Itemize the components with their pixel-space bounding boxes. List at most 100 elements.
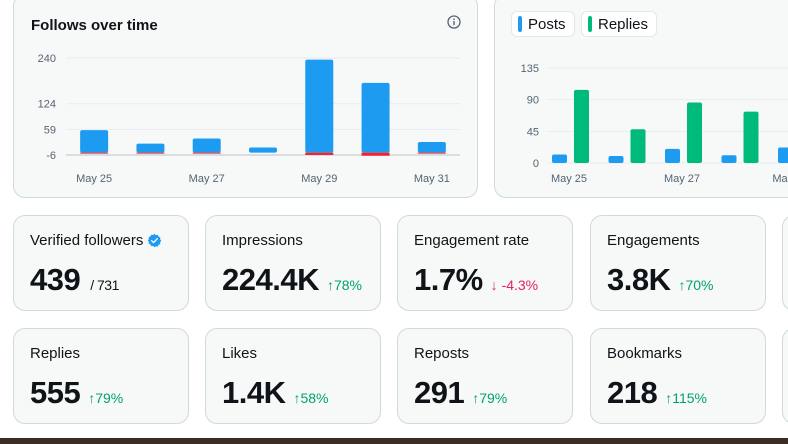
- engagement-rate-label: Engagement rate: [414, 232, 530, 249]
- replies-bar[interactable]: [743, 111, 759, 163]
- posts-x-tick: May 25: [551, 173, 587, 185]
- reposts-change: ↑79%: [472, 390, 507, 406]
- impressions-change: ↑78%: [327, 277, 362, 293]
- metric-value: 3.8K ↑70%: [607, 262, 714, 298]
- follows-bar[interactable]: [361, 82, 390, 153]
- metric-value: 439 / 731: [30, 262, 119, 298]
- impressions-label: Impressions: [222, 232, 303, 249]
- metric-card-partial[interactable]: [782, 328, 788, 424]
- engagements-value: 3.8K: [607, 262, 671, 297]
- follows-unfollow-bar[interactable]: [80, 152, 109, 154]
- verified-followers-total: / 731: [90, 277, 119, 293]
- posts-x-tick: Ma: [772, 173, 788, 185]
- follows-unfollow-bar[interactable]: [136, 152, 165, 154]
- follows-x-tick: May 25: [76, 173, 112, 185]
- follows-bar[interactable]: [192, 138, 221, 153]
- posts-bar[interactable]: [552, 154, 567, 163]
- replies-change-value: 79%: [95, 390, 124, 406]
- likes-change: ↑58%: [293, 390, 328, 406]
- verified-followers-label: Verified followers: [30, 232, 144, 249]
- reposts-value: 291: [414, 375, 465, 410]
- impressions-change-value: 78%: [333, 277, 362, 293]
- posts-y-tick: 0: [533, 158, 539, 170]
- posts-y-tick: 135: [521, 63, 539, 75]
- posts-y-tick: 45: [527, 126, 539, 138]
- follows-over-time-card: Follows over time 240 124 59 -6 May 25 May 27…: [13, 0, 478, 198]
- metric-value: 224.4K ↑78%: [222, 262, 362, 298]
- replies-bar[interactable]: [630, 129, 646, 163]
- reposts-change-value: 79%: [479, 390, 508, 406]
- replies-bar[interactable]: [574, 89, 589, 163]
- bookmarks-label: Bookmarks: [607, 345, 683, 362]
- likes-value: 1.4K: [222, 375, 286, 410]
- metric-card-reposts[interactable]: Reposts 291 ↑79%: [397, 328, 573, 424]
- follows-y-tick: -6: [46, 150, 56, 162]
- legend-replies-swatch: [588, 16, 592, 32]
- follows-bar[interactable]: [80, 130, 109, 153]
- verified-badge-icon: [148, 233, 162, 248]
- follows-bar-chart: 240 124 59 -6 May 25 May 27 May 29 May 31: [38, 53, 460, 185]
- follows-bar[interactable]: [417, 141, 446, 153]
- legend-posts[interactable]: Posts: [511, 11, 575, 37]
- follows-chart-title: Follows over time: [31, 17, 158, 34]
- posts-y-tick: 90: [527, 95, 539, 107]
- follows-bar[interactable]: [249, 147, 277, 153]
- arrow-down-icon: ↓: [490, 277, 498, 293]
- metric-card-partial[interactable]: [782, 215, 788, 311]
- follows-unfollow-bar[interactable]: [417, 152, 446, 154]
- follows-x-tick: May 29: [301, 173, 337, 185]
- metric-card-likes[interactable]: Likes 1.4K ↑58%: [205, 328, 381, 424]
- legend-posts-swatch: [518, 16, 522, 32]
- posts-bar[interactable]: [778, 147, 788, 163]
- engagements-change: ↑70%: [678, 277, 713, 293]
- metric-card-impressions[interactable]: Impressions 224.4K ↑78%: [205, 215, 381, 311]
- follows-bar[interactable]: [136, 143, 165, 153]
- follows-unfollow-bar[interactable]: [361, 152, 390, 156]
- impressions-value: 224.4K: [222, 262, 319, 297]
- metric-value: 291 ↑79%: [414, 375, 507, 411]
- metric-card-bookmarks[interactable]: Bookmarks 218 ↑115%: [590, 328, 766, 424]
- replies-change: ↑79%: [88, 390, 123, 406]
- bottom-edge-strip: [0, 438, 788, 444]
- metric-value: 555 ↑79%: [30, 375, 123, 411]
- engagement-rate-change: ↓ -4.3%: [491, 277, 538, 293]
- bookmarks-change: ↑115%: [665, 390, 707, 406]
- follows-y-tick: 59: [44, 124, 56, 136]
- arrow-up-icon: ↑: [472, 390, 480, 406]
- verified-followers-value: 439: [30, 262, 81, 297]
- follows-x-tick: May 31: [414, 173, 450, 185]
- likes-change-value: 58%: [300, 390, 329, 406]
- replies-bar[interactable]: [687, 102, 702, 163]
- engagements-change-value: 70%: [685, 277, 714, 293]
- metric-card-engagements[interactable]: Engagements 3.8K ↑70%: [590, 215, 766, 311]
- metric-card-verified-followers[interactable]: Verified followers 439 / 731: [13, 215, 189, 311]
- posts-replies-bar-chart: 135 90 45 0 May 25 May 27 Ma: [521, 63, 788, 185]
- metric-value: 1.4K ↑58%: [222, 375, 329, 411]
- follows-x-tick: May 27: [189, 173, 225, 185]
- follows-y-tick: 240: [38, 53, 56, 65]
- follows-unfollow-bar[interactable]: [305, 152, 334, 155]
- posts-replies-card: Posts Replies 135 90 45 0 May 25 May 27 Ma: [494, 0, 788, 198]
- follows-unfollow-bar[interactable]: [192, 152, 221, 154]
- metric-card-engagement-rate[interactable]: Engagement rate 1.7% ↓ -4.3%: [397, 215, 573, 311]
- legend-replies[interactable]: Replies: [581, 11, 658, 37]
- posts-x-tick: May 27: [664, 173, 700, 185]
- arrow-up-icon: ↑: [326, 277, 334, 293]
- metric-card-replies[interactable]: Replies 555 ↑79%: [13, 328, 189, 424]
- follows-y-tick: 124: [38, 99, 56, 111]
- engagement-rate-change-value: -4.3%: [501, 277, 539, 293]
- legend-posts-label: Posts: [528, 15, 566, 33]
- posts-bar[interactable]: [721, 155, 737, 163]
- bookmarks-value: 218: [607, 375, 658, 410]
- arrow-up-icon: ↑: [665, 390, 673, 406]
- follows-bar[interactable]: [305, 59, 334, 153]
- posts-bar[interactable]: [665, 148, 680, 163]
- metric-value: 218 ↑115%: [607, 375, 707, 411]
- arrow-up-icon: ↑: [678, 277, 686, 293]
- engagement-rate-value: 1.7%: [414, 262, 483, 297]
- engagements-label: Engagements: [607, 232, 700, 249]
- arrow-up-icon: ↑: [293, 390, 301, 406]
- likes-label: Likes: [222, 345, 258, 362]
- info-circle-icon[interactable]: [447, 15, 461, 29]
- posts-bar[interactable]: [608, 155, 624, 163]
